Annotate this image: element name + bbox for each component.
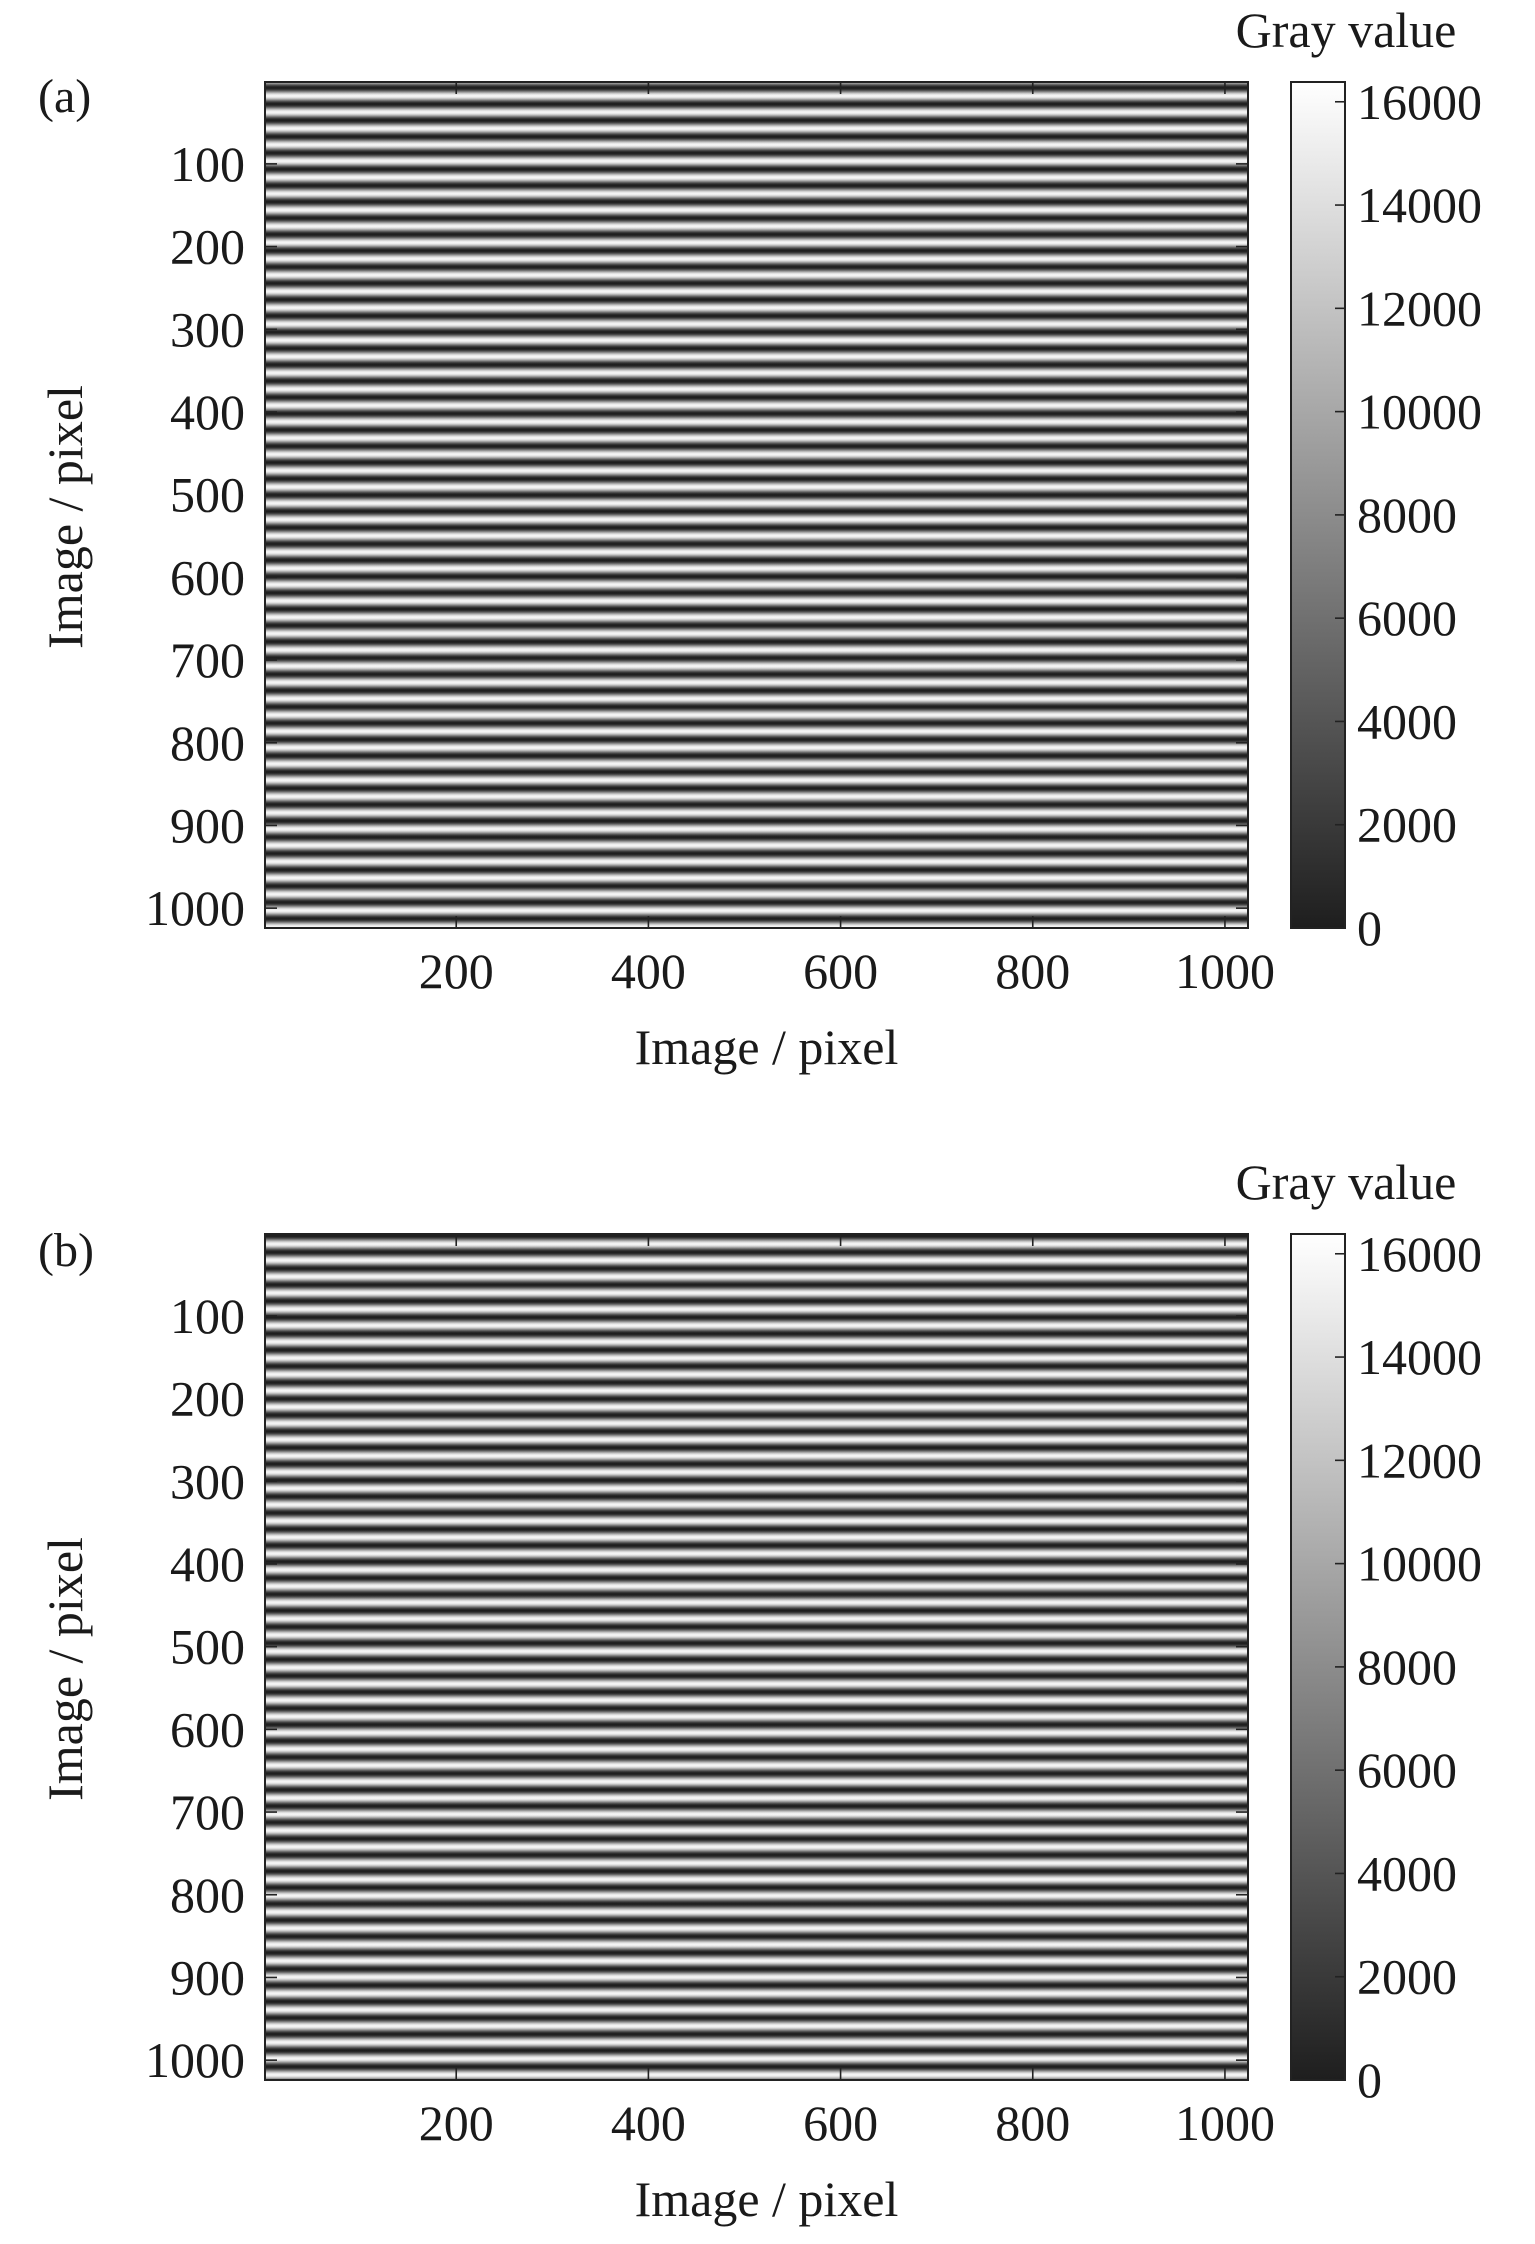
- x-tick-label: 600: [803, 943, 878, 999]
- x-tick-label: 800: [995, 2095, 1070, 2151]
- y-tick-label: 200: [170, 219, 245, 275]
- x-tick-label: 1000: [1175, 943, 1275, 999]
- y-tick-label: 800: [170, 1867, 245, 1923]
- x-tick-label: 200: [419, 943, 494, 999]
- y-axis-label: Image / pixel: [37, 385, 93, 649]
- y-tick-label: 300: [170, 1453, 245, 1509]
- y-tick-label: 400: [170, 384, 245, 440]
- y-tick-label: 1000: [145, 880, 245, 936]
- colorbar-tick-label: 12000: [1357, 280, 1482, 336]
- x-tick-label: 1000: [1175, 2095, 1275, 2151]
- y-tick-label: 200: [170, 1371, 245, 1427]
- y-tick-label: 100: [170, 136, 245, 192]
- y-tick-label: 100: [170, 1288, 245, 1344]
- panel-label: (b): [38, 1224, 94, 1277]
- y-axis-label: Image / pixel: [37, 1537, 93, 1801]
- x-tick-label: 600: [803, 2095, 878, 2151]
- colorbar-tick-label: 2000: [1357, 797, 1457, 853]
- x-tick-label: 800: [995, 943, 1070, 999]
- colorbar: [1290, 81, 1346, 929]
- y-tick-label: 900: [170, 1949, 245, 2005]
- colorbar-tick-label: 14000: [1357, 177, 1482, 233]
- y-tick-label: 600: [170, 549, 245, 605]
- colorbar-tick-label: 16000: [1357, 74, 1482, 130]
- x-tick-label: 400: [611, 2095, 686, 2151]
- y-tick-label: 500: [170, 1619, 245, 1675]
- panel-a: 200 400 600 800 1000 100 200 300 400 500 600 700 800…: [37, 2, 1482, 1075]
- fringe-image: [265, 82, 1248, 928]
- colorbar-label: Gray value: [1236, 1154, 1457, 1210]
- colorbar-label: Gray value: [1236, 2, 1457, 58]
- axes-frame: [264, 1233, 1249, 2081]
- colorbar-tick-label: 8000: [1357, 487, 1457, 543]
- colorbar-tick-label: 6000: [1357, 590, 1457, 646]
- colorbar-tick-label: 4000: [1357, 693, 1457, 749]
- y-tick-label: 900: [170, 797, 245, 853]
- x-tick-label: 200: [419, 2095, 494, 2151]
- colorbar-tick-label: 0: [1357, 2052, 1382, 2108]
- y-tick-label: 1000: [145, 2032, 245, 2088]
- colorbar-tick-label: 8000: [1357, 1639, 1457, 1695]
- y-tick-label: 600: [170, 1701, 245, 1757]
- y-tick-label: 500: [170, 467, 245, 523]
- colorbar-tick-label: 2000: [1357, 1949, 1457, 2005]
- colorbar-tick-label: 0: [1357, 900, 1382, 956]
- fringe-image: [265, 1234, 1248, 2080]
- colorbar-tick-label: 16000: [1357, 1226, 1482, 1282]
- colorbar-tick-label: 10000: [1357, 384, 1482, 440]
- y-tick-label: 700: [170, 632, 245, 688]
- y-tick-label: 400: [170, 1536, 245, 1592]
- colorbar-tick-label: 10000: [1357, 1536, 1482, 1592]
- axes-frame: [264, 81, 1249, 929]
- panel-b: 200 400 600 800 1000 100 200 300 400 500 600 700 800…: [37, 1154, 1482, 2227]
- y-tick-label: 700: [170, 1784, 245, 1840]
- y-tick-label: 300: [170, 301, 245, 357]
- x-axis-label: Image / pixel: [635, 2171, 899, 2227]
- x-axis-label: Image / pixel: [635, 1019, 899, 1075]
- colorbar-tick-label: 6000: [1357, 1742, 1457, 1798]
- colorbar-tick-label: 4000: [1357, 1845, 1457, 1901]
- colorbar-tick-label: 12000: [1357, 1432, 1482, 1488]
- x-tick-label: 400: [611, 943, 686, 999]
- colorbar-tick-label: 14000: [1357, 1329, 1482, 1385]
- y-tick-label: 800: [170, 715, 245, 771]
- colorbar: [1290, 1233, 1346, 2081]
- panel-label: (a): [38, 70, 91, 123]
